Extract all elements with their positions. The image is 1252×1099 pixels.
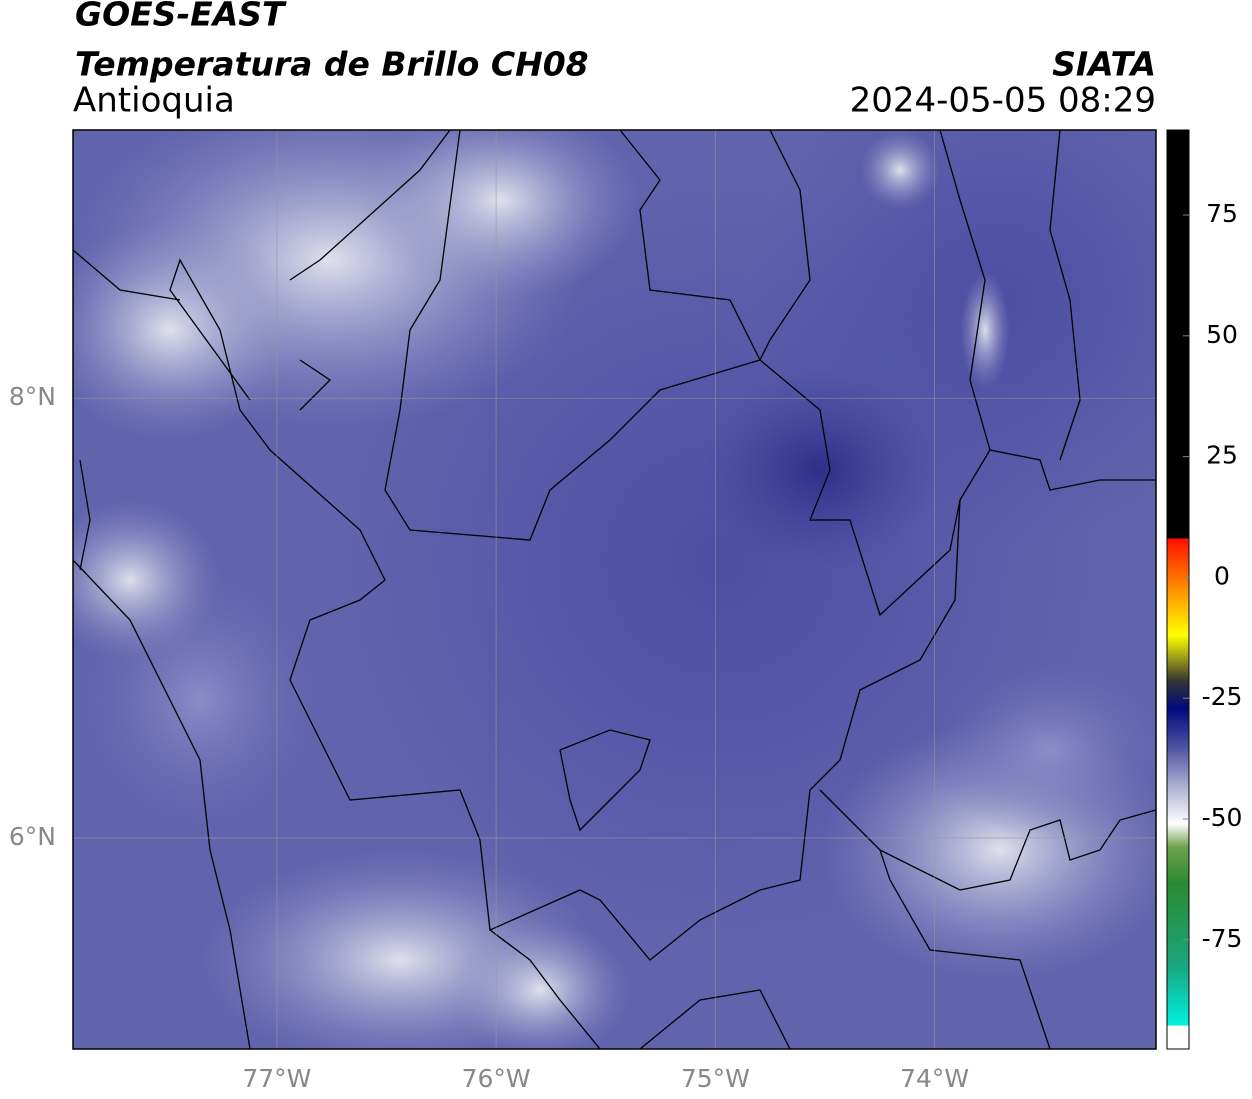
x-tick-label: 76°W: [462, 1064, 531, 1093]
source-label: SIATA: [1052, 45, 1156, 84]
x-tick-label: 75°W: [681, 1064, 750, 1093]
colorbar-tick-label: 75: [1206, 199, 1238, 228]
map-frame: [72, 129, 1157, 1050]
boundaries: [73, 130, 1156, 1049]
product-title: Temperatura de Brillo CH08: [75, 45, 589, 84]
colorbar: [1166, 129, 1190, 1050]
gridlines: [73, 130, 1156, 1049]
x-tick-label: 74°W: [900, 1064, 969, 1093]
colorbar-tick-label: -75: [1202, 924, 1243, 953]
x-tick-label: 77°W: [242, 1064, 311, 1093]
satellite-title: GOES-EAST: [75, 0, 287, 34]
y-tick-label: 6°N: [9, 822, 56, 851]
region-label: Antioquia: [73, 81, 235, 121]
colorbar-tick-label: 25: [1206, 441, 1238, 470]
colorbar-tick-label: 50: [1206, 320, 1238, 349]
map-imagery: [73, 130, 1156, 1049]
colorbar-tick-label: -50: [1202, 803, 1243, 832]
colorbar-tick-label: -25: [1202, 682, 1243, 711]
y-tick-label: 8°N: [9, 382, 56, 411]
colorbar-tick-label: 0: [1214, 561, 1230, 590]
datetime-label: 2024-05-05 08:29: [850, 81, 1156, 121]
